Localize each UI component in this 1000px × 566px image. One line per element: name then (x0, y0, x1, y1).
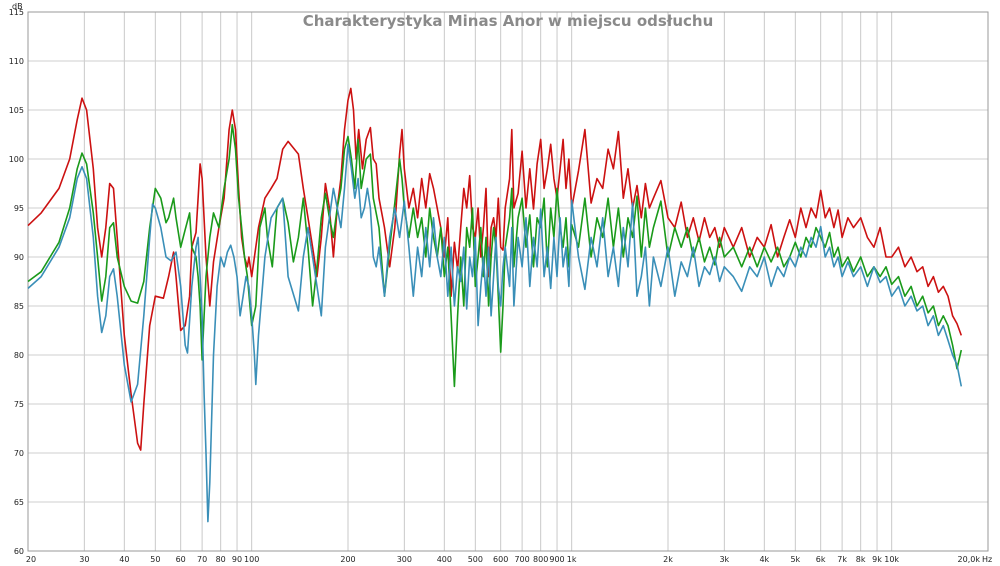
horizontal-grid (28, 60, 988, 503)
x-tick-label: 2k (663, 555, 673, 564)
y-tick-label: 115 (9, 8, 24, 17)
y-tick-label: 65 (14, 498, 24, 507)
x-tick-label: 3k (719, 555, 729, 564)
y-tick-label: 85 (14, 302, 24, 311)
y-tick-label: 80 (14, 351, 24, 360)
x-tick-label: 400 (437, 555, 452, 564)
chart-title: Charakterystyka Minas Anor w miejscu ods… (303, 12, 714, 30)
x-tick-label: 80 (216, 555, 226, 564)
y-tick-label: 95 (14, 204, 24, 213)
x-axis-unit-label: Hz (982, 555, 992, 564)
x-tick-label: 100 (244, 555, 259, 564)
x-tick-label: 9k (872, 555, 882, 564)
x-tick-label: 7k (837, 555, 847, 564)
plot-frame (27, 11, 989, 552)
y-tick-label: 100 (9, 155, 24, 164)
vertical-grid (83, 12, 893, 551)
series-line-3 (27, 143, 963, 523)
x-tick-label: 8k (856, 555, 866, 564)
y-axis-ticks: 60 65 70 75 80 85 90 95 100 105 110 115 (9, 8, 24, 556)
x-tick-label: 10k (884, 555, 899, 564)
x-tick-label: 5k (790, 555, 800, 564)
x-tick-label: 300 (397, 555, 412, 564)
x-tick-label: 40 (119, 555, 129, 564)
x-tick-label: 30 (79, 555, 89, 564)
x-tick-label: 60 (176, 555, 186, 564)
x-tick-label: 200 (340, 555, 355, 564)
x-tick-label: 20,0k (958, 555, 981, 564)
x-tick-label: 4k (759, 555, 769, 564)
x-tick-label: 70 (197, 555, 207, 564)
y-axis-unit-label: dB (12, 2, 23, 11)
x-axis-ticks: 20 30 40 50 60 70 80 90 100 200 300 400 500 600 700 800… (26, 555, 980, 564)
x-tick-label: 90 (232, 555, 242, 564)
x-tick-label: 600 (493, 555, 508, 564)
x-tick-label: 50 (150, 555, 160, 564)
y-tick-label: 110 (9, 57, 24, 66)
series-layer (27, 87, 963, 523)
x-tick-label: 900 (549, 555, 564, 564)
y-tick-label: 90 (14, 253, 24, 262)
y-tick-label: 105 (9, 106, 24, 115)
y-tick-label: 60 (14, 547, 24, 556)
y-tick-label: 70 (14, 449, 24, 458)
x-tick-label: 700 (514, 555, 529, 564)
x-tick-label: 20 (26, 555, 36, 564)
x-tick-label: 500 (468, 555, 483, 564)
y-tick-label: 75 (14, 400, 24, 409)
x-tick-label: 6k (816, 555, 826, 564)
x-tick-label: 800 (533, 555, 548, 564)
x-tick-label: 1k (567, 555, 577, 564)
